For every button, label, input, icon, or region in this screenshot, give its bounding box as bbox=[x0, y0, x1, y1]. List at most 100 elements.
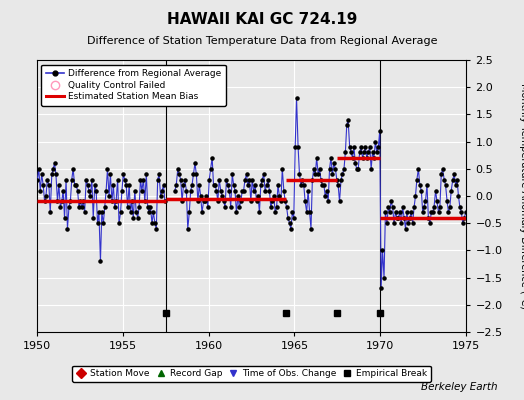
Point bbox=[396, 209, 404, 216]
Point bbox=[154, 176, 162, 183]
Point bbox=[66, 198, 74, 205]
Point bbox=[302, 209, 311, 216]
Point bbox=[210, 182, 218, 188]
Point bbox=[119, 171, 127, 178]
Point bbox=[387, 198, 395, 205]
Point bbox=[321, 193, 330, 199]
Point bbox=[449, 176, 457, 183]
Point bbox=[284, 214, 292, 221]
Point bbox=[156, 193, 165, 199]
Point bbox=[81, 209, 89, 216]
Y-axis label: Monthly Temperature Anomaly Difference (°C): Monthly Temperature Anomaly Difference (… bbox=[519, 83, 524, 309]
Point bbox=[198, 209, 206, 216]
Point bbox=[366, 144, 374, 150]
Point bbox=[391, 209, 400, 216]
Point bbox=[56, 204, 64, 210]
Point bbox=[173, 166, 182, 172]
Point bbox=[102, 187, 111, 194]
Point bbox=[72, 182, 80, 188]
Point bbox=[125, 182, 133, 188]
Point bbox=[280, 187, 288, 194]
Point bbox=[333, 176, 341, 183]
Point bbox=[96, 258, 105, 264]
Point bbox=[386, 209, 394, 216]
Point bbox=[458, 220, 467, 226]
Point bbox=[139, 176, 148, 183]
Point bbox=[361, 144, 369, 150]
Point bbox=[228, 171, 236, 178]
Point bbox=[417, 187, 425, 194]
Point bbox=[343, 122, 351, 128]
Point bbox=[46, 209, 54, 216]
Point bbox=[414, 166, 422, 172]
Point bbox=[191, 160, 199, 166]
Point bbox=[103, 166, 112, 172]
Point bbox=[452, 182, 460, 188]
Point bbox=[435, 204, 444, 210]
Point bbox=[370, 155, 378, 161]
Point bbox=[353, 166, 361, 172]
Point bbox=[185, 209, 193, 216]
Point bbox=[206, 166, 215, 172]
Point bbox=[328, 171, 336, 178]
Point bbox=[439, 166, 447, 172]
Point bbox=[460, 214, 468, 221]
Point bbox=[447, 187, 455, 194]
Point bbox=[394, 214, 402, 221]
Point bbox=[212, 187, 221, 194]
Point bbox=[33, 176, 41, 183]
Point bbox=[410, 204, 418, 210]
Point bbox=[231, 187, 239, 194]
Point bbox=[251, 182, 259, 188]
Point bbox=[335, 198, 344, 205]
Point bbox=[195, 182, 203, 188]
Point bbox=[314, 171, 322, 178]
Point bbox=[88, 176, 96, 183]
Point bbox=[215, 176, 223, 183]
Point bbox=[305, 209, 314, 216]
Point bbox=[54, 182, 63, 188]
Point bbox=[196, 193, 205, 199]
Point bbox=[259, 171, 268, 178]
Point bbox=[194, 198, 202, 205]
Point bbox=[315, 166, 324, 172]
Point bbox=[91, 182, 99, 188]
Point bbox=[149, 209, 158, 216]
Point bbox=[235, 204, 244, 210]
Point bbox=[101, 204, 109, 210]
Point bbox=[187, 187, 195, 194]
Point bbox=[443, 198, 451, 205]
Point bbox=[65, 204, 73, 210]
Point bbox=[363, 155, 371, 161]
Point bbox=[281, 198, 289, 205]
Point bbox=[42, 193, 50, 199]
Point bbox=[337, 176, 345, 183]
Point bbox=[199, 198, 208, 205]
Point bbox=[59, 187, 68, 194]
Point bbox=[142, 171, 150, 178]
Point bbox=[214, 198, 222, 205]
Point bbox=[175, 171, 183, 178]
Point bbox=[292, 95, 301, 101]
Point bbox=[211, 182, 219, 188]
Point bbox=[189, 171, 198, 178]
Point bbox=[108, 198, 116, 205]
Point bbox=[128, 198, 136, 205]
Point bbox=[136, 176, 145, 183]
Point bbox=[85, 187, 93, 194]
Point bbox=[261, 187, 269, 194]
Point bbox=[310, 166, 318, 172]
Point bbox=[249, 187, 258, 194]
Point bbox=[239, 187, 248, 194]
Point bbox=[86, 193, 94, 199]
Point bbox=[116, 209, 125, 216]
Point bbox=[317, 176, 325, 183]
Point bbox=[397, 220, 406, 226]
Point bbox=[245, 176, 254, 183]
Point bbox=[172, 182, 180, 188]
Point bbox=[75, 204, 83, 210]
Point bbox=[403, 209, 411, 216]
Point bbox=[339, 171, 347, 178]
Point bbox=[155, 171, 163, 178]
Point bbox=[304, 187, 312, 194]
